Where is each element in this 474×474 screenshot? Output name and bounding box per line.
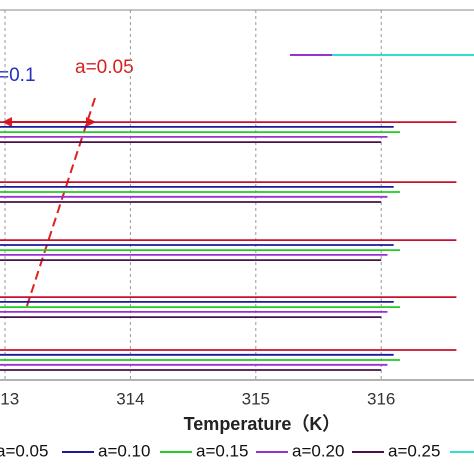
x-tick-label: 315 <box>242 389 270 408</box>
x-tick-label: 313 <box>0 389 19 408</box>
annotation: =0.1 <box>0 65 36 86</box>
x-axis-title: Temperature（K） <box>184 414 341 434</box>
legend-label: a=0.10 <box>98 441 150 460</box>
legend-label: a=0.05 <box>0 441 48 460</box>
series-line <box>0 136 388 366</box>
series-line <box>0 131 400 361</box>
series-line <box>0 141 382 371</box>
series-line <box>0 126 394 356</box>
legend-label: a=0.15 <box>196 441 248 460</box>
decor <box>0 9 474 381</box>
legend-label: a=0.20 <box>292 441 344 460</box>
guide-line <box>24 97 96 313</box>
legend-label: a=0.25 <box>388 441 440 460</box>
x-tick-label: 314 <box>116 389 144 408</box>
series-line <box>0 121 457 351</box>
x-tick-label: 316 <box>367 389 395 408</box>
annotation: a=0.05 <box>75 57 134 78</box>
